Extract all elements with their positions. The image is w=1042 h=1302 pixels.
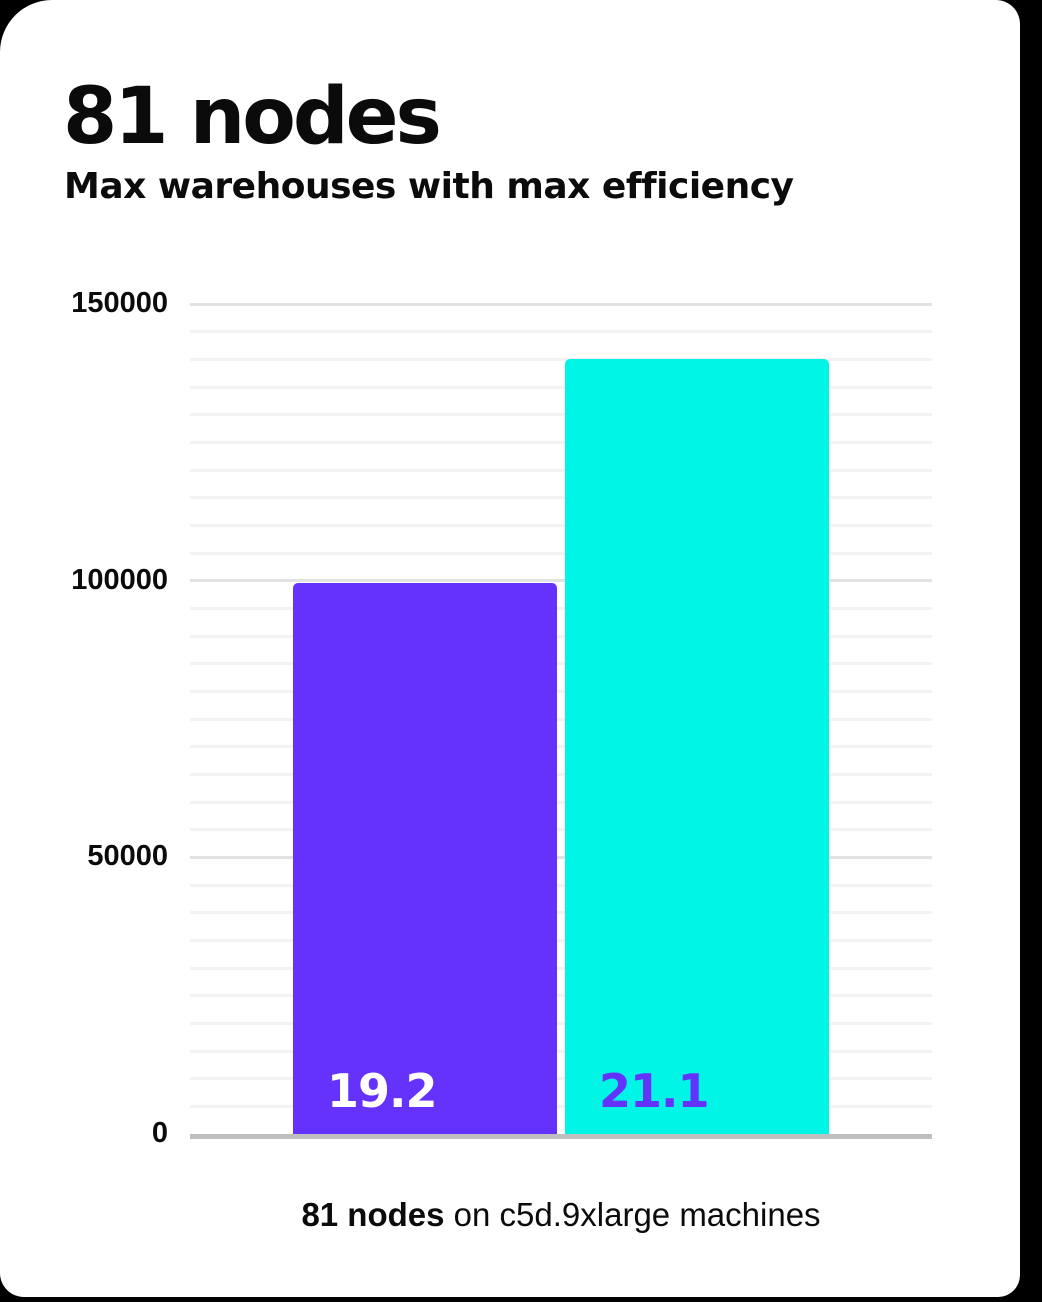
gridline-minor bbox=[190, 440, 932, 444]
bar-v19-2: 19.2 bbox=[293, 583, 557, 1134]
gridline-minor bbox=[190, 994, 932, 998]
chart-title: 81 nodes bbox=[63, 72, 442, 162]
gridline-minor bbox=[190, 662, 932, 666]
plot-area: 19.2 21.1 bbox=[190, 302, 932, 1139]
gridline-minor bbox=[190, 1077, 932, 1081]
chart-caption: 81 nodes on c5d.9xlarge machines bbox=[190, 1196, 932, 1234]
gridline-minor bbox=[190, 828, 932, 832]
gridline-minor bbox=[190, 1021, 932, 1025]
gridline-minor bbox=[190, 772, 932, 776]
bar-value-label-v19-2: 19.2 bbox=[327, 1063, 437, 1118]
gridline-minor bbox=[190, 551, 932, 555]
card: 81 nodes Max warehouses with max efficie… bbox=[0, 0, 1020, 1297]
gridline-minor bbox=[190, 717, 932, 721]
gridline-minor bbox=[190, 1104, 932, 1108]
gridline-minor bbox=[190, 634, 932, 638]
gridline-minor bbox=[190, 883, 932, 887]
gridline-minor bbox=[190, 938, 932, 942]
y-axis-tick-label: 0 bbox=[151, 1116, 168, 1149]
y-axis-tick-label: 150000 bbox=[71, 286, 168, 319]
gridline-minor bbox=[190, 689, 932, 693]
gridline-minor bbox=[190, 606, 932, 610]
caption-regular-text: on c5d.9xlarge machines bbox=[444, 1196, 821, 1233]
gridline-minor bbox=[190, 496, 932, 500]
gridline-minor bbox=[190, 745, 932, 749]
bar-v21-1: 21.1 bbox=[565, 359, 829, 1134]
gridline-minor bbox=[190, 357, 932, 361]
gridline-minor bbox=[190, 1049, 932, 1053]
gridline-minor bbox=[190, 468, 932, 472]
gridline-minor bbox=[190, 800, 932, 804]
gridline-minor bbox=[190, 911, 932, 915]
chart-subtitle: Max warehouses with max efficiency bbox=[64, 166, 794, 207]
gridline-minor bbox=[190, 385, 932, 389]
x-axis-line bbox=[190, 1134, 932, 1139]
caption-bold-text: 81 nodes bbox=[301, 1196, 445, 1233]
bar-value-label-v21-1: 21.1 bbox=[599, 1063, 709, 1118]
gridline-minor bbox=[190, 413, 932, 417]
y-axis-tick-label: 100000 bbox=[71, 563, 168, 596]
gridline-minor bbox=[190, 966, 932, 970]
gridline-major bbox=[190, 855, 932, 859]
gridline-major bbox=[190, 302, 932, 306]
gridline-minor bbox=[190, 330, 932, 334]
y-axis-tick-label: 50000 bbox=[87, 840, 168, 873]
gridline-major bbox=[190, 579, 932, 583]
gridline-minor bbox=[190, 523, 932, 527]
